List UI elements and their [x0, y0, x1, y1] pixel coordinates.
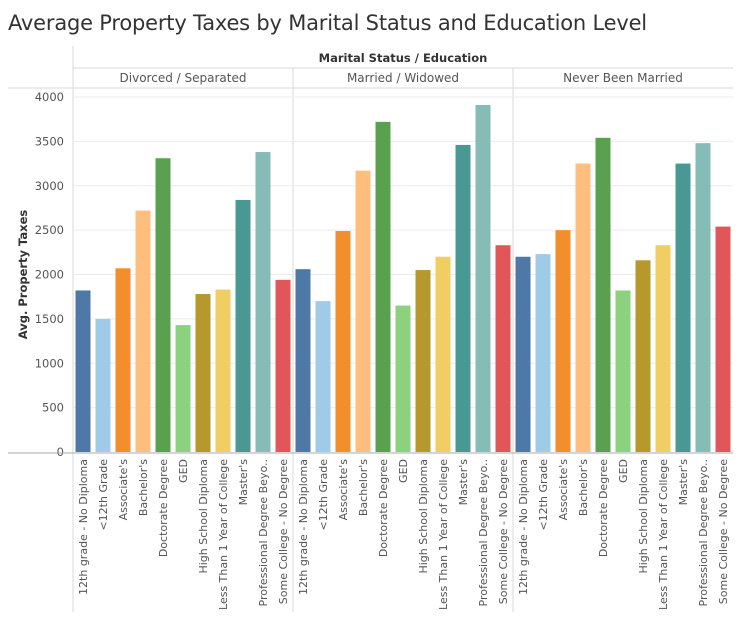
x-tick-label: Bachelor's — [137, 459, 150, 516]
x-tick-label: Less Than 1 Year of College — [437, 459, 450, 610]
x-tick-label: Associate's — [117, 459, 130, 521]
bar[interactable] — [295, 269, 311, 452]
x-tick-label: GED — [397, 459, 410, 483]
x-tick-label: High School Diploma — [197, 459, 210, 574]
bar[interactable] — [195, 294, 211, 452]
bar[interactable] — [95, 318, 111, 452]
x-tick-label: 12th grade - No Diploma — [517, 459, 530, 595]
bar[interactable] — [335, 231, 351, 452]
x-tick-label: 12th grade - No Diploma — [77, 459, 90, 595]
y-tick-label: 3500 — [35, 134, 64, 148]
bar[interactable] — [495, 245, 511, 452]
bar[interactable] — [675, 163, 691, 452]
x-tick-label: Bachelor's — [357, 459, 370, 516]
y-tick-label: 2000 — [35, 268, 64, 282]
bar[interactable] — [315, 301, 331, 452]
x-tick-label: <12th Grade — [537, 459, 550, 531]
x-tick-label: Master's — [677, 459, 690, 506]
y-tick-label: 2500 — [35, 223, 64, 237]
bar[interactable] — [695, 143, 711, 452]
bar[interactable] — [535, 254, 551, 452]
bar[interactable] — [555, 230, 571, 452]
bar[interactable] — [355, 170, 371, 452]
x-tick-label: Some College - No Degree — [277, 459, 290, 604]
bar[interactable] — [415, 270, 431, 452]
bar[interactable] — [275, 279, 291, 452]
y-tick-label: 1000 — [35, 356, 64, 370]
x-tick-label: High School Diploma — [637, 459, 650, 574]
bar[interactable] — [475, 104, 491, 453]
x-tick-label: Less Than 1 Year of College — [217, 459, 230, 610]
bar[interactable] — [75, 290, 91, 452]
x-tick-label: GED — [617, 459, 630, 483]
bar[interactable] — [255, 152, 271, 452]
panel-label: Divorced / Separated — [120, 71, 247, 85]
x-tick-label: Associate's — [557, 459, 570, 521]
bar[interactable] — [175, 325, 191, 452]
y-tick-label: 4000 — [35, 90, 64, 104]
bar[interactable] — [575, 163, 591, 452]
bar[interactable] — [155, 158, 171, 453]
x-tick-label: Master's — [457, 459, 470, 506]
x-tick-label: Bachelor's — [577, 459, 590, 516]
x-tick-label: Some College - No Degree — [717, 459, 730, 604]
bar[interactable] — [455, 144, 471, 453]
y-tick-label: 1500 — [35, 312, 64, 326]
x-tick-label: Some College - No Degree — [497, 459, 510, 604]
bar[interactable] — [235, 199, 251, 452]
x-tick-label: <12th Grade — [97, 459, 110, 531]
bar[interactable] — [635, 260, 651, 452]
panel-label: Never Been Married — [563, 71, 683, 85]
x-tick-label: Doctorate Degree — [597, 459, 610, 557]
bar[interactable] — [715, 226, 731, 452]
bar[interactable] — [435, 256, 451, 452]
x-tick-label: Professional Degree Beyo.. — [477, 459, 490, 607]
x-tick-label: Professional Degree Beyo.. — [697, 459, 710, 607]
x-tick-label: High School Diploma — [417, 459, 430, 574]
x-tick-label: Master's — [237, 459, 250, 506]
x-tick-label: <12th Grade — [317, 459, 330, 531]
bar[interactable] — [375, 121, 391, 452]
x-tick-label: Professional Degree Beyo.. — [257, 459, 270, 607]
y-tick-label: 3000 — [35, 179, 64, 193]
panel-label: Married / Widowed — [347, 71, 459, 85]
x-tick-label: Doctorate Degree — [377, 459, 390, 557]
bar[interactable] — [595, 137, 611, 452]
y-axis-label: Avg. Property Taxes — [16, 210, 30, 340]
bar[interactable] — [215, 289, 231, 452]
y-tick-label: 500 — [42, 401, 64, 415]
chart-title: Average Property Taxes by Marital Status… — [8, 11, 647, 35]
bar[interactable] — [135, 210, 151, 452]
x-tick-label: Associate's — [337, 459, 350, 521]
bar[interactable] — [115, 268, 131, 452]
bar[interactable] — [655, 245, 671, 452]
column-header-label: Marital Status / Education — [319, 51, 488, 65]
x-tick-label: Doctorate Degree — [157, 459, 170, 557]
bar[interactable] — [615, 290, 631, 452]
bar[interactable] — [515, 256, 531, 452]
x-tick-label: GED — [177, 459, 190, 483]
bar[interactable] — [395, 305, 411, 452]
x-tick-label: Less Than 1 Year of College — [657, 459, 670, 610]
x-tick-label: 12th grade - No Diploma — [297, 459, 310, 595]
y-tick-label: 0 — [57, 445, 64, 459]
